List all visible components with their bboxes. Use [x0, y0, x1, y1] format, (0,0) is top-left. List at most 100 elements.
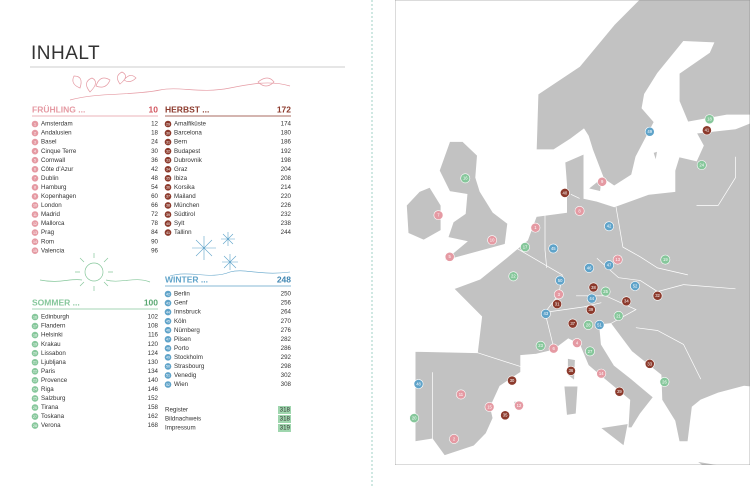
- entry-badge: [164, 299, 172, 307]
- map-pin-number: 48: [416, 381, 421, 386]
- entry-page: 186: [281, 139, 292, 146]
- map-pin: [508, 271, 519, 282]
- entry-page: 214: [281, 184, 292, 191]
- entry-badge: [164, 308, 172, 316]
- entry-badge: [31, 238, 39, 245]
- entry-name: Toskana: [41, 413, 65, 420]
- map-pin: [600, 286, 611, 297]
- entry-number: 47: [166, 338, 170, 342]
- border: [596, 257, 684, 292]
- map-pin-number: 45: [551, 246, 556, 251]
- map-pin-number: 9: [601, 179, 604, 184]
- entry-page: 90: [151, 238, 158, 245]
- map-pin-number: 20: [412, 415, 417, 420]
- entry-page: 244: [281, 229, 292, 236]
- entry-page: 204: [281, 166, 292, 173]
- map-pin-number: 13: [615, 257, 620, 262]
- map-pin-number: 37: [570, 321, 575, 326]
- entry-number: 19: [33, 342, 37, 346]
- entry-name: Helsinki: [41, 332, 63, 339]
- entry-name: Flandern: [41, 323, 66, 330]
- map-pin: [585, 346, 595, 357]
- appendix-highlight: [278, 406, 291, 414]
- entry-number: 44: [166, 310, 170, 314]
- entry-number: 10: [33, 204, 37, 208]
- entry-badge: [31, 129, 39, 137]
- entry-page: 146: [148, 386, 159, 393]
- land: [535, 0, 750, 187]
- map-pin-number: 29: [617, 389, 622, 394]
- entry-page: 298: [281, 363, 292, 370]
- map-pin-number: 5: [449, 254, 452, 259]
- entry-name: Venedig: [174, 372, 197, 379]
- entry-number: 43: [166, 301, 170, 305]
- entry-page: 140: [148, 377, 159, 384]
- map-pin: [500, 410, 511, 421]
- entry-badge: [31, 202, 39, 209]
- map-pin-number: 1: [534, 225, 537, 230]
- entry-page: 66: [151, 202, 158, 209]
- entry-badge: [164, 184, 172, 191]
- entry-number: 51: [166, 374, 170, 378]
- section-page: 100: [144, 297, 158, 307]
- entry-badge: [31, 413, 39, 420]
- map-pin-number: 4: [576, 340, 579, 345]
- entry-name: Salzburg: [41, 395, 66, 402]
- sun-ornament: [39, 253, 151, 291]
- entry-page: 30: [151, 148, 158, 155]
- entry-name: Dublin: [41, 175, 59, 182]
- entry-page: 232: [281, 211, 292, 218]
- land: [652, 150, 659, 162]
- entry-number: 36: [166, 186, 170, 190]
- entry-number: 22: [33, 370, 37, 374]
- entry-page: 36: [151, 157, 158, 164]
- entry-name: Strasbourg: [174, 363, 205, 370]
- map-pin-number: 39: [589, 307, 594, 312]
- entry-page: 180: [281, 130, 292, 137]
- entry-name: Basel: [41, 139, 56, 146]
- map-pin-number: 41: [705, 128, 710, 133]
- map-pin: [652, 290, 663, 301]
- map-pin-number: 21: [616, 313, 621, 318]
- entry-badge: [164, 211, 172, 218]
- map-pin-number: 17: [523, 245, 528, 250]
- flower-ornament: [69, 71, 291, 101]
- border: [696, 156, 736, 206]
- entry-name: Budapest: [174, 148, 200, 155]
- entry-number: 8: [34, 186, 36, 190]
- entry-name: Ljubljana: [41, 359, 66, 366]
- map-pin-number: 33: [647, 361, 652, 366]
- map-pin-number: 43: [543, 311, 548, 316]
- entry-number: 3: [34, 140, 36, 144]
- entry-page: 308: [281, 381, 292, 388]
- border: [615, 206, 688, 276]
- appendix-highlight: [278, 424, 291, 432]
- entry-name: Hamburg: [41, 184, 67, 191]
- entry-name: Genf: [174, 300, 188, 307]
- entry-badge: [164, 193, 172, 200]
- entry-name: Dubrovnik: [174, 157, 203, 164]
- entry-name: Krakau: [41, 341, 61, 348]
- entry-number: 49: [166, 356, 170, 360]
- entry-badge: [31, 386, 39, 393]
- map-pin: [597, 176, 608, 187]
- entry-page: 192: [281, 148, 292, 155]
- map-pin: [588, 282, 599, 293]
- entry-number: 42: [166, 292, 170, 296]
- entry-page: 302: [281, 372, 292, 379]
- entry-page: 270: [281, 318, 292, 325]
- map-pin: [507, 375, 517, 386]
- section-page: 10: [149, 104, 159, 114]
- map-pin: [409, 413, 420, 423]
- entry-page: 168: [148, 422, 159, 429]
- entry-badge: [164, 345, 172, 352]
- entry-number: 18: [33, 333, 37, 337]
- border: [683, 284, 736, 290]
- entry-badge: [31, 349, 39, 357]
- entry-badge: [31, 229, 39, 236]
- entry-name: Mallorca: [41, 220, 65, 227]
- entry-badge: [31, 184, 39, 191]
- entry-page: 72: [151, 211, 158, 218]
- map-pin-number: 34: [624, 299, 629, 304]
- entry-number: 41: [166, 231, 170, 235]
